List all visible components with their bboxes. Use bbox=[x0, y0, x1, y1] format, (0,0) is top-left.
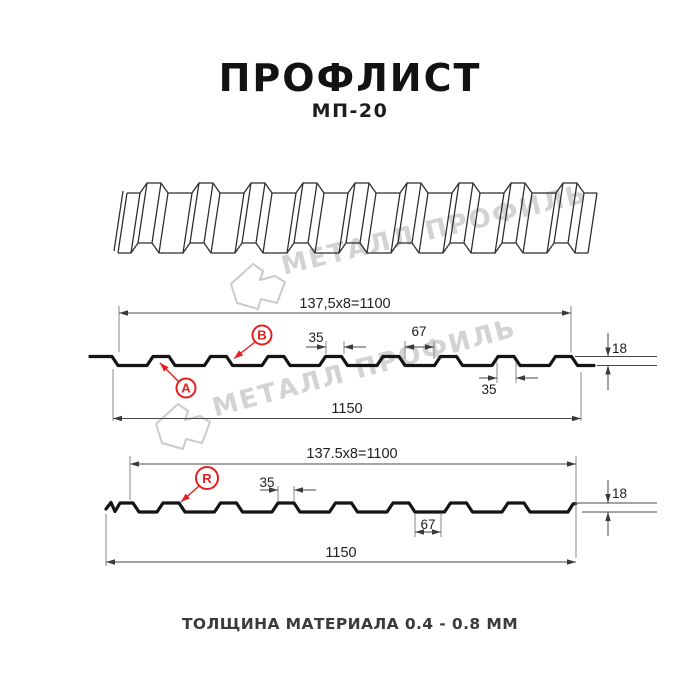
dim-label-width-2: 1150 bbox=[325, 545, 356, 561]
dim-label-height-1: 18 bbox=[612, 341, 627, 356]
dim-label-width-1: 1150 bbox=[331, 401, 362, 417]
side-b-label: B bbox=[257, 328, 266, 343]
dim-label-crest-top-1b: 35 bbox=[481, 382, 496, 397]
side-b-marker bbox=[251, 324, 273, 346]
side-r-marker bbox=[195, 466, 219, 490]
dim-label-crest-top-2: 35 bbox=[259, 475, 274, 490]
dim-label-height-2: 18 bbox=[612, 486, 627, 501]
brand-logo-icon bbox=[230, 263, 286, 310]
dim-label-rib-base-2: 67 bbox=[420, 517, 435, 532]
side-a-label: A bbox=[181, 381, 191, 396]
generated-linework bbox=[88, 182, 657, 566]
dim-label-pitch-2: 137.5x8=1100 bbox=[306, 446, 397, 462]
dim-label-rib-base-1: 67 bbox=[411, 324, 426, 339]
side-r-label: R bbox=[202, 471, 212, 486]
profile-model-subtitle: МП-20 bbox=[311, 100, 389, 122]
page-title: ПРОФЛИСТ bbox=[218, 56, 482, 100]
dim-label-pitch-1: 137,5x8=1100 bbox=[299, 296, 390, 312]
material-thickness-note: ТОЛЩИНА МАТЕРИАЛА 0.4 - 0.8 ММ bbox=[181, 615, 519, 633]
side-a-marker bbox=[175, 377, 197, 399]
dim-label-crest-top-1: 35 bbox=[308, 330, 323, 345]
